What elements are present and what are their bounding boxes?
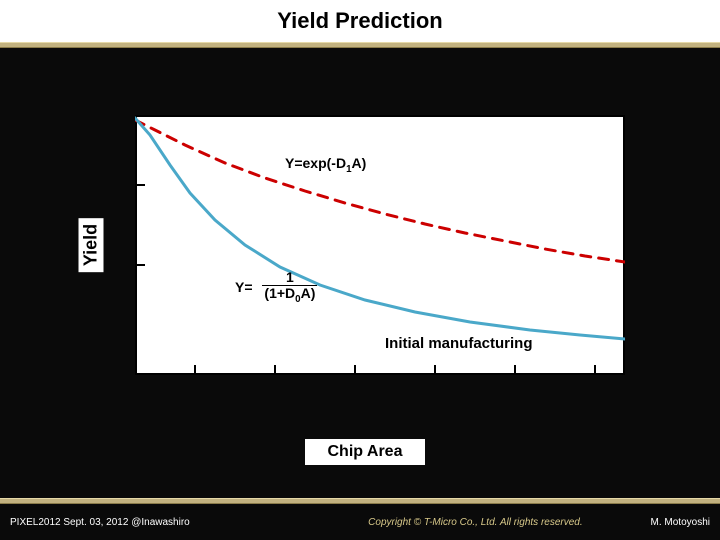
y-axis-label: Yield — [79, 218, 104, 272]
equation-seeds: Y= 1 (1+D0A) — [235, 270, 317, 306]
eq2-prefix: Y= — [235, 280, 253, 295]
footer-left: PIXEL2012 Sept. 03, 2012 @Inawashiro — [10, 517, 320, 528]
footer-row: PIXEL2012 Sept. 03, 2012 @Inawashiro Cop… — [0, 504, 720, 540]
footer-author: M. Motoyoshi — [631, 517, 710, 528]
eq2-denominator: (1+D0A) — [262, 286, 317, 306]
slide-title: Yield Prediction — [0, 0, 720, 42]
yield-chart: Yield Y=exp(-D1A) Y= 1 (1+D0A) Initial m… — [105, 115, 625, 415]
footer: PIXEL2012 Sept. 03, 2012 @Inawashiro Cop… — [0, 498, 720, 540]
chart-svg — [135, 115, 625, 375]
eq2-fraction: 1 (1+D0A) — [262, 270, 317, 306]
initial-manufacturing-label: Initial manufacturing — [385, 335, 533, 352]
footer-copyright: Copyright © T-Micro Co., Ltd. All rights… — [320, 517, 630, 528]
eq2-numerator: 1 — [262, 270, 317, 286]
equation-exp: Y=exp(-D1A) — [285, 155, 366, 175]
accent-bar-top — [0, 42, 720, 48]
x-axis-label: Chip Area — [305, 439, 425, 465]
